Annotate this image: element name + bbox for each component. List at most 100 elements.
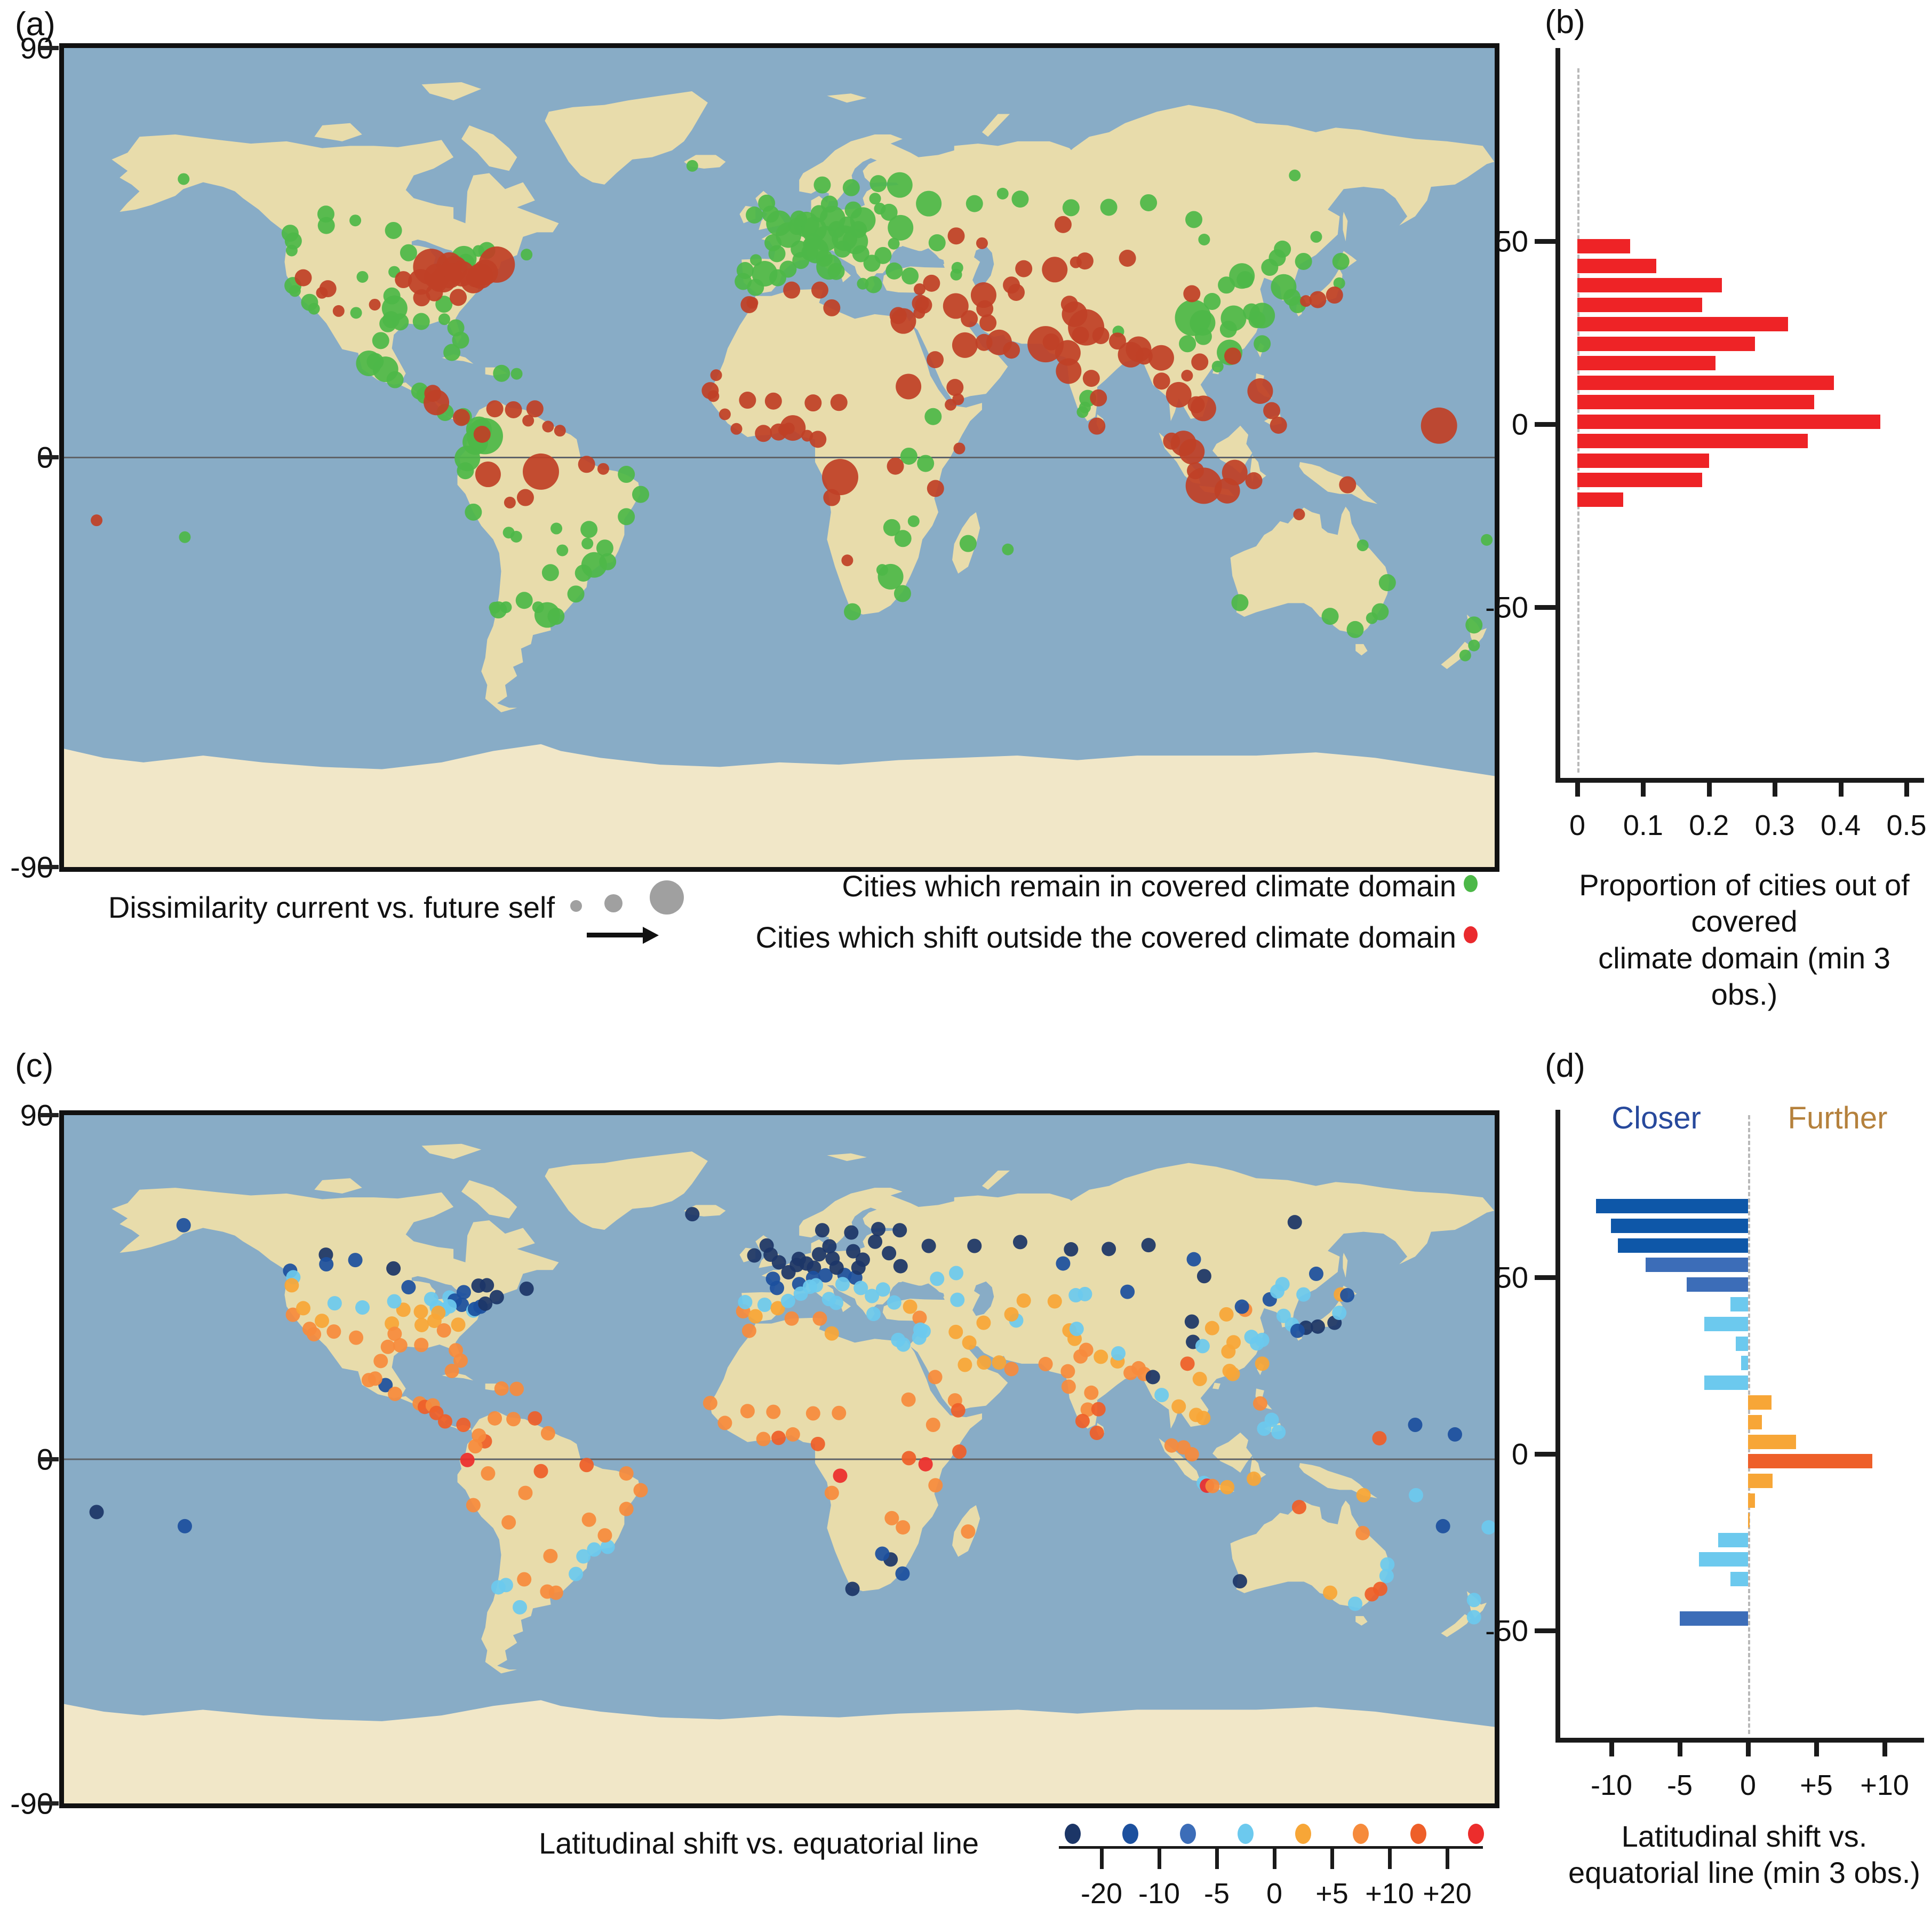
panel-b-caption: Proportion of cities out of covered clima… xyxy=(1579,868,1910,1011)
city-dot-shift xyxy=(1015,260,1033,277)
y-tick-label: 0 xyxy=(1511,1437,1528,1471)
city-dot-shift xyxy=(710,369,722,381)
city-dot-remain xyxy=(510,530,522,543)
city-dot-shift xyxy=(91,514,103,527)
histogram-bar xyxy=(1748,1454,1872,1469)
city-dot-shift xyxy=(809,431,827,448)
city-dot-latshift xyxy=(918,1457,933,1472)
landmass xyxy=(741,105,1495,422)
city-dot-latshift xyxy=(1038,1357,1053,1372)
city-dot-remain xyxy=(618,508,635,526)
panel-d-label: (d) xyxy=(1545,1047,1585,1084)
landmass xyxy=(709,289,982,615)
city-dot-remain xyxy=(349,214,362,227)
city-dot-remain xyxy=(827,263,845,280)
city-dot-latshift xyxy=(875,1546,890,1561)
city-dot-shift xyxy=(505,401,522,418)
city-dot-latshift xyxy=(453,1353,468,1368)
inland-sea xyxy=(890,247,945,268)
city-dot-latshift xyxy=(740,1404,755,1419)
city-dot-latshift xyxy=(177,1518,192,1533)
city-dot-latshift xyxy=(1275,1277,1290,1292)
city-dot-latshift xyxy=(1379,1569,1394,1584)
city-dot-latshift xyxy=(368,1371,382,1386)
city-dot-remain xyxy=(567,585,585,603)
histogram-bar xyxy=(1577,434,1808,448)
city-dot-shift xyxy=(1119,249,1136,267)
city-dot-latshift xyxy=(501,1515,516,1530)
city-dot-latshift xyxy=(928,1478,943,1493)
city-dot-shift xyxy=(823,299,841,316)
city-dot-latshift xyxy=(901,1392,916,1407)
city-dot-shift xyxy=(1326,287,1343,304)
city-dot-latshift xyxy=(892,1223,907,1238)
city-dot-latshift xyxy=(1291,1500,1306,1515)
city-dot-remain xyxy=(880,203,898,221)
city-dot-latshift xyxy=(784,1311,799,1326)
city-dot-remain xyxy=(473,245,485,257)
city-dot-latshift xyxy=(1296,1287,1311,1302)
city-dot-remain xyxy=(917,455,935,472)
shift-legend-tick-label: -10 xyxy=(1138,1878,1180,1910)
city-dot-latshift xyxy=(948,1324,963,1339)
city-dot-remain xyxy=(580,521,598,538)
city-dot-latshift xyxy=(1184,1314,1199,1329)
landmass xyxy=(421,82,482,101)
city-dot-shift xyxy=(1270,416,1287,434)
shift-legend-dot xyxy=(1238,1824,1254,1844)
city-dot-remain xyxy=(521,249,533,261)
city-dot-shift xyxy=(976,300,994,317)
city-dot-latshift xyxy=(928,1370,943,1385)
city-dot-shift xyxy=(1055,340,1081,366)
city-dot-latshift xyxy=(1221,1344,1236,1359)
city-dot-remain xyxy=(1468,639,1480,651)
city-dot-remain xyxy=(1002,543,1014,555)
city-dot-latshift xyxy=(587,1542,602,1557)
city-dot-latshift xyxy=(494,1381,509,1396)
city-dot-remain xyxy=(842,179,860,196)
city-dot-latshift xyxy=(517,1572,532,1587)
city-dot-shift xyxy=(821,459,858,496)
y-tick xyxy=(1535,239,1555,244)
city-dot-latshift xyxy=(600,1539,615,1554)
city-dot-remain xyxy=(1248,311,1266,329)
histogram-bar xyxy=(1577,258,1656,273)
city-dot-latshift xyxy=(481,1466,496,1481)
city-dot-latshift xyxy=(912,1330,927,1345)
city-dot-latshift xyxy=(921,1238,936,1253)
histogram-bar xyxy=(1680,1611,1748,1626)
city-dot-latshift xyxy=(348,1253,363,1268)
city-dot-latshift xyxy=(1186,1252,1201,1267)
size-legend-arrowhead-icon xyxy=(643,926,659,944)
city-dot-shift xyxy=(746,297,759,309)
city-dot-latshift xyxy=(703,1396,717,1411)
histogram-bar xyxy=(1577,473,1702,487)
shift-legend-title: Latitudinal shift vs. equatorial line xyxy=(539,1826,979,1860)
x-tick xyxy=(1814,1743,1819,1756)
city-dot-latshift xyxy=(851,1260,866,1275)
city-dot-shift xyxy=(927,351,944,369)
landmass xyxy=(314,1178,362,1194)
size-legend-dot-medium xyxy=(604,894,623,912)
further-label: Further xyxy=(1788,1101,1888,1135)
y-tick xyxy=(1535,1275,1555,1280)
city-dot-shift xyxy=(332,305,345,317)
city-dot-remain xyxy=(400,244,417,261)
city-dot-latshift xyxy=(1365,1587,1379,1602)
city-dot-latshift xyxy=(832,1405,847,1420)
city-dot-remain xyxy=(1481,534,1493,546)
x-tick-label: 0.1 xyxy=(1623,809,1663,841)
city-dot-shift xyxy=(1108,332,1126,350)
city-dot-shift xyxy=(294,269,312,287)
city-dot-remain xyxy=(438,313,450,325)
histogram-bar xyxy=(1577,336,1755,351)
city-dot-latshift xyxy=(807,1260,821,1275)
city-dot-remain xyxy=(885,262,903,280)
histogram-bar xyxy=(1704,1316,1748,1331)
city-dot-latshift xyxy=(757,1297,772,1312)
shift-legend-dot xyxy=(1353,1824,1369,1844)
city-dot-shift xyxy=(961,310,978,328)
city-dot-remain xyxy=(465,503,482,521)
city-dot-latshift xyxy=(528,1411,542,1426)
city-dot-latshift xyxy=(976,1315,991,1330)
